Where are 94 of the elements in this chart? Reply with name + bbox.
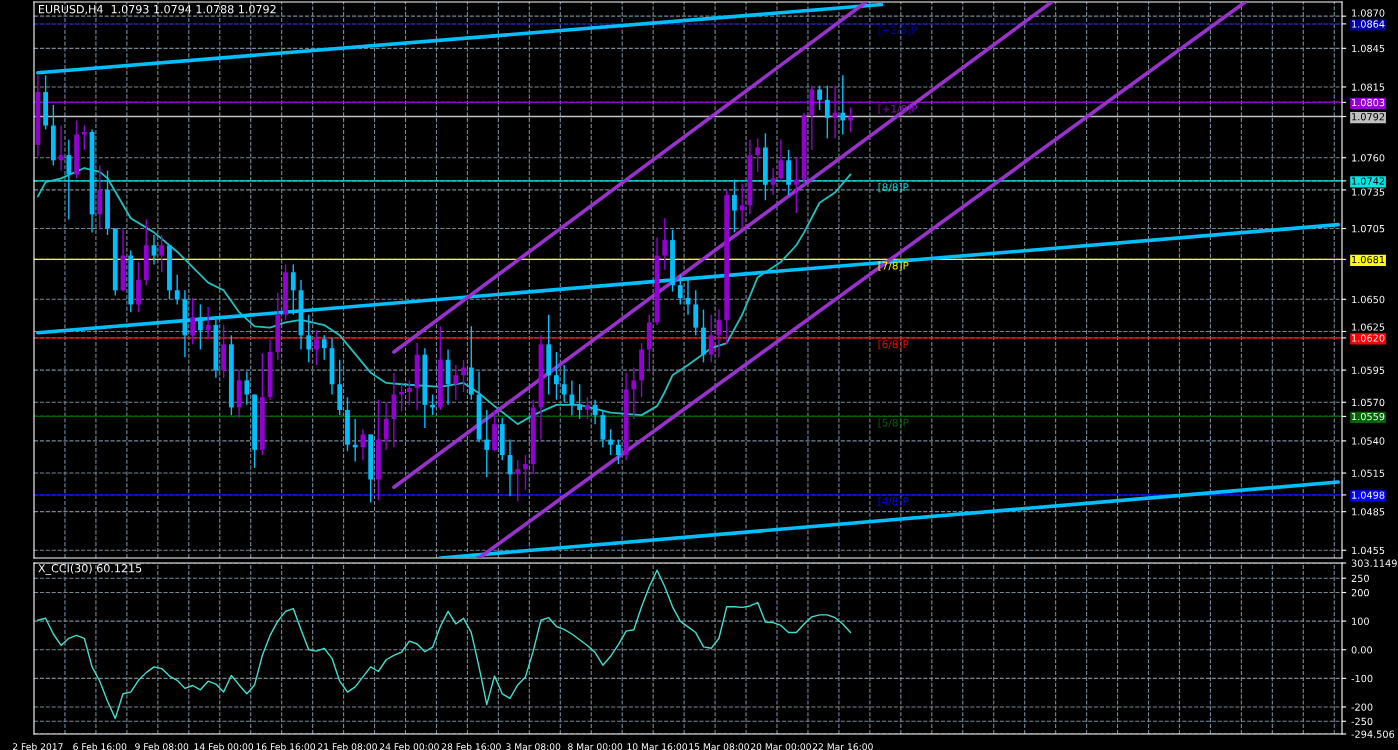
x-tick-label: 6 Feb 16:00 [73, 743, 127, 750]
y-tick-label: 1.0625 [1352, 323, 1385, 331]
candlestick [840, 74, 846, 136]
candlestick [732, 178, 737, 234]
y-tick-label: 1.0595 [1352, 366, 1385, 374]
y-tick-label: 1.0792 [1352, 113, 1385, 121]
candlestick [174, 274, 180, 306]
candlestick [693, 289, 699, 337]
candlestick [306, 314, 312, 364]
y-tick-label: 1.0760 [1352, 154, 1385, 162]
x-tick-label: 20 Mar 00:00 [750, 743, 811, 750]
x-tick-label: 8 Mar 00:00 [568, 743, 623, 750]
x-tick-label: 2 Feb 2017 [12, 743, 63, 750]
candlestick [159, 234, 165, 273]
y-tick-label: 1.0498 [1352, 491, 1385, 499]
y-tick-label: 1.0650 [1352, 295, 1385, 304]
y-tick-label: 100 [1352, 617, 1369, 625]
y-tick-label: 1.0559 [1352, 412, 1385, 421]
candlestick [66, 139, 72, 221]
ref-line-label: [4/8]P [878, 497, 909, 507]
candlestick [778, 139, 784, 181]
x-tick-label: 28 Feb 16:00 [441, 743, 501, 750]
y-tick-label: 200 [1351, 588, 1369, 597]
y-tick-label: 1.0705 [1352, 225, 1385, 233]
y-tick-label: -250 [1351, 717, 1373, 726]
y-tick-label: 1.0870 [1352, 9, 1385, 17]
y-tick-label: 1.0803 [1352, 98, 1385, 107]
y-tick-label: 1.0845 [1352, 44, 1385, 53]
chart-title: EURUSD,H4 1.0793 1.0794 1.0788 1.0792 [39, 4, 276, 15]
x-tick-label: 14 Feb 00:00 [194, 743, 254, 750]
candlestick [523, 454, 528, 491]
candlestick [608, 428, 613, 456]
candlestick [81, 124, 87, 151]
candlestick [824, 84, 830, 140]
x-tick-label: 9 Feb 08:00 [135, 743, 189, 750]
y-tick-label: 1.0455 [1352, 546, 1385, 555]
y-tick-label: -200 [1351, 703, 1373, 711]
candlestick [290, 263, 296, 316]
candlestick [615, 438, 621, 465]
ref-line-label: [5/8]P [878, 418, 909, 428]
candlestick [244, 370, 250, 406]
y-tick-label: 1.0620 [1352, 334, 1385, 342]
y-tick-label: 1.0742 [1352, 177, 1385, 185]
x-tick-label: 22 Mar 16:00 [812, 743, 873, 750]
y-tick-label: 0.00 [1351, 646, 1373, 654]
candlestick [554, 351, 559, 401]
y-tick-label: 303.1149 [1351, 559, 1397, 567]
candlestick [592, 398, 598, 425]
candlestick [190, 297, 196, 346]
ref-line-label: [8/8]P [878, 182, 909, 193]
candlestick [817, 84, 822, 111]
y-tick-label: 1.0485 [1352, 508, 1385, 516]
y-tick-label: 1.0864 [1352, 20, 1385, 28]
y-tick-label: 1.0815 [1352, 83, 1385, 91]
candlestick [383, 401, 389, 451]
candlestick [515, 459, 521, 503]
candlestick [677, 274, 683, 306]
y-tick-label: 1.0540 [1352, 437, 1385, 445]
x-tick-label: 21 Feb 08:00 [318, 743, 377, 750]
candlestick [484, 409, 490, 478]
candlestick [739, 182, 745, 230]
x-tick-label: 15 Mar 08:00 [689, 743, 749, 750]
candlestick [793, 157, 799, 214]
candlestick [461, 359, 466, 393]
ref-line-label: [6/8]P [878, 340, 909, 350]
candlestick [755, 137, 761, 173]
y-tick-label: -294.506 [1351, 730, 1395, 738]
ref-line-label: [+2/8]P [878, 25, 918, 36]
x-tick-label: 24 Feb 00:00 [379, 743, 439, 750]
candlestick [406, 379, 412, 406]
y-tick-label: -100 [1351, 674, 1373, 683]
candlestick [584, 396, 590, 420]
candlestick [399, 383, 405, 412]
x-tick-label: 10 Mar 16:00 [627, 743, 688, 750]
candlestick [453, 364, 459, 401]
y-tick-label: 1.0735 [1352, 188, 1385, 196]
candlestick [662, 217, 668, 271]
candlestick [708, 314, 714, 364]
y-tick-label: 1.0681 [1352, 255, 1385, 264]
y-tick-label: 250 [1351, 574, 1369, 583]
candlestick [631, 366, 637, 420]
candlestick [577, 383, 583, 420]
line-series [36, 167, 852, 426]
candlestick [205, 306, 211, 340]
candlestick [770, 167, 776, 196]
y-tick-label: 1.0570 [1352, 398, 1385, 407]
candlestick [151, 234, 157, 266]
y-tick-label: 1.0515 [1352, 469, 1385, 477]
x-tick-label: 3 Mar 08:00 [506, 743, 561, 750]
candlestick [561, 364, 567, 403]
x-tick-label: 16 Feb 16:00 [256, 743, 315, 750]
candlestick [314, 329, 319, 366]
chart-title: X_CCI(30) 60.1215 [38, 563, 142, 575]
candlestick [321, 334, 327, 361]
